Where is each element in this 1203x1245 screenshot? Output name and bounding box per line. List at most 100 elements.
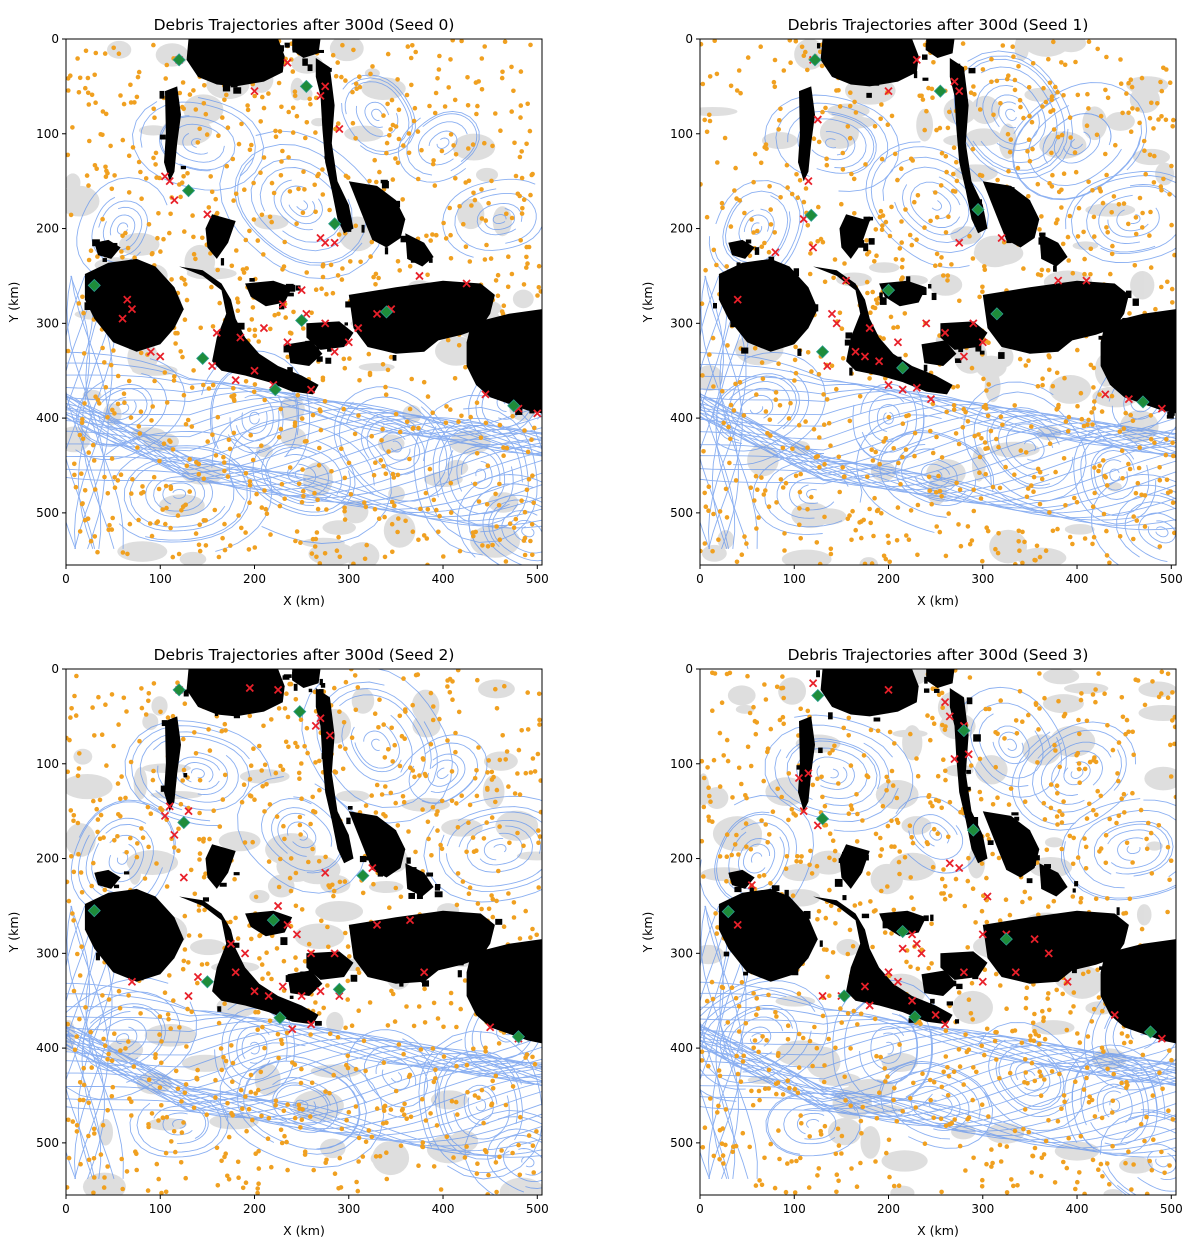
debris-dot <box>371 274 376 280</box>
debris-dot <box>343 78 348 83</box>
debris-dot <box>257 743 262 749</box>
debris-dot <box>281 823 286 829</box>
debris-dot <box>490 143 495 149</box>
debris-dot <box>1076 766 1082 772</box>
speed-shade-blob <box>516 851 542 861</box>
debris-dot <box>72 461 77 467</box>
debris-dot <box>181 958 187 964</box>
debris-dot <box>373 460 378 466</box>
debris-dot <box>233 191 239 197</box>
speed-shade-blob <box>1021 39 1072 57</box>
debris-dot <box>767 832 772 837</box>
debris-dot <box>189 1009 194 1015</box>
debris-dot <box>146 844 151 850</box>
debris-dot <box>997 485 1003 491</box>
debris-dot <box>197 837 202 842</box>
debris-dot <box>913 1105 918 1110</box>
land-speck <box>1141 946 1146 950</box>
debris-dot <box>474 793 480 799</box>
debris-dot <box>1075 855 1081 860</box>
debris-dot <box>949 262 954 267</box>
debris-dot <box>891 446 896 451</box>
debris-dot <box>88 1029 93 1035</box>
debris-dot <box>749 217 754 222</box>
beached-marker <box>330 949 339 958</box>
debris-dot <box>849 1166 854 1171</box>
debris-dot <box>779 794 784 800</box>
debris-dot <box>1090 188 1095 193</box>
debris-dot <box>294 967 299 972</box>
streamline <box>252 449 351 513</box>
debris-dot <box>213 1077 218 1083</box>
source-marker <box>332 982 346 996</box>
debris-dot <box>91 860 96 866</box>
debris-dot <box>886 1137 892 1143</box>
debris-dot <box>95 829 100 835</box>
debris-dot <box>851 1008 857 1014</box>
land-speck <box>749 887 754 894</box>
debris-dot <box>200 235 205 241</box>
debris-dot <box>86 450 91 455</box>
streamline <box>739 394 774 419</box>
debris-dot <box>420 1144 425 1149</box>
y-tick-label: 100 <box>36 757 59 771</box>
debris-dot <box>320 274 326 280</box>
speed-shade-blob <box>361 77 406 101</box>
debris-dot <box>463 364 468 370</box>
beached-marker <box>950 77 959 86</box>
debris-dot <box>867 506 872 512</box>
debris-dot <box>816 1166 822 1171</box>
debris-dot <box>130 477 135 482</box>
debris-dot <box>704 998 710 1004</box>
debris-dot <box>341 720 347 725</box>
debris-dot <box>1120 714 1126 720</box>
debris-dot <box>184 297 190 303</box>
debris-dot <box>504 211 509 217</box>
debris-dot <box>306 941 312 947</box>
debris-dot <box>795 1090 801 1096</box>
debris-dot <box>502 683 507 689</box>
streamline <box>341 77 413 153</box>
debris-dot <box>977 107 983 112</box>
land-speck <box>927 39 934 42</box>
land-speck <box>397 921 405 928</box>
debris-dot <box>919 93 924 99</box>
streamline <box>700 1028 1176 1086</box>
land-speck <box>743 971 748 976</box>
source-marker <box>815 345 830 359</box>
speed-shade-blob <box>1136 904 1152 926</box>
speed-shade-blob <box>308 542 356 565</box>
debris-dot <box>749 1088 754 1094</box>
x-tick-label: 200 <box>243 1202 266 1216</box>
beached-marker <box>123 295 132 304</box>
debris-dot <box>475 103 480 109</box>
speed-shade-blob <box>492 206 512 237</box>
streamline <box>109 834 145 883</box>
debris-dot <box>418 1047 424 1052</box>
debris-dot <box>179 1099 184 1104</box>
debris-dot <box>126 1039 131 1044</box>
debris-dot <box>96 694 101 700</box>
streamline <box>719 905 758 1179</box>
debris-dot <box>112 173 117 178</box>
debris-dot <box>479 187 484 192</box>
debris-dot <box>226 1134 232 1140</box>
streamline <box>464 1109 542 1195</box>
land-polygon <box>292 669 321 688</box>
debris-dot <box>1023 363 1029 368</box>
debris-dot <box>1010 44 1015 49</box>
debris-dot <box>980 67 986 72</box>
land-speck <box>979 350 985 355</box>
debris-dot <box>1120 476 1125 481</box>
debris-dot <box>1071 835 1076 841</box>
streamline <box>806 489 817 499</box>
land-speck <box>395 200 401 208</box>
debris-dot <box>120 137 126 143</box>
debris-dot <box>1077 780 1082 785</box>
debris-dot <box>747 253 753 259</box>
debris-dot <box>783 866 789 871</box>
debris-dot <box>92 534 98 539</box>
debris-dot <box>282 706 288 711</box>
debris-dot <box>834 88 839 93</box>
debris-dot <box>1114 820 1119 826</box>
